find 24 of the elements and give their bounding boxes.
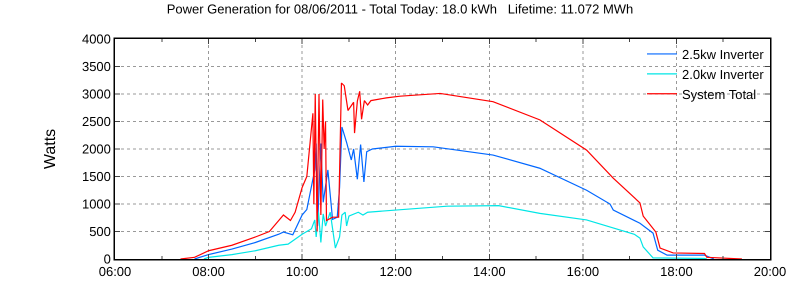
chart-title: Power Generation for 08/06/2011 - Total Today: 18.0 kWh Lifetime: 11.072 MWh: [166, 2, 634, 17]
x-tick-label: 08:00: [192, 264, 225, 280]
y-tick-label: 0: [104, 252, 111, 267]
legend-label: 2.5kw Inverter: [682, 47, 764, 62]
x-tick-label: 12:00: [379, 264, 412, 280]
legend-label: System Total: [682, 86, 756, 102]
line-series: [203, 205, 708, 259]
x-tick-label: 10:00: [286, 264, 318, 280]
y-tick-label: 4000: [82, 32, 111, 47]
x-tick-label: 20:00: [754, 264, 786, 280]
legend-label: 2.0kw Inverter: [682, 66, 764, 82]
x-tick-label: 06:00: [98, 264, 132, 280]
x-tick-label: 14:00: [473, 264, 506, 280]
y-tick-label: 3500: [82, 59, 111, 74]
y-tick-label: 1000: [82, 196, 111, 212]
y-tick-label: 2000: [82, 142, 111, 157]
line-series: [194, 126, 714, 259]
y-tick-label: 500: [89, 224, 111, 240]
x-tick-label: 18:00: [660, 264, 693, 280]
y-tick-label: 1500: [82, 169, 111, 184]
y-axis-title: Watts: [42, 128, 60, 170]
y-tick-label: 3000: [82, 86, 111, 102]
x-tick-label: 16:00: [566, 264, 600, 280]
y-tick-label: 2500: [82, 114, 111, 130]
